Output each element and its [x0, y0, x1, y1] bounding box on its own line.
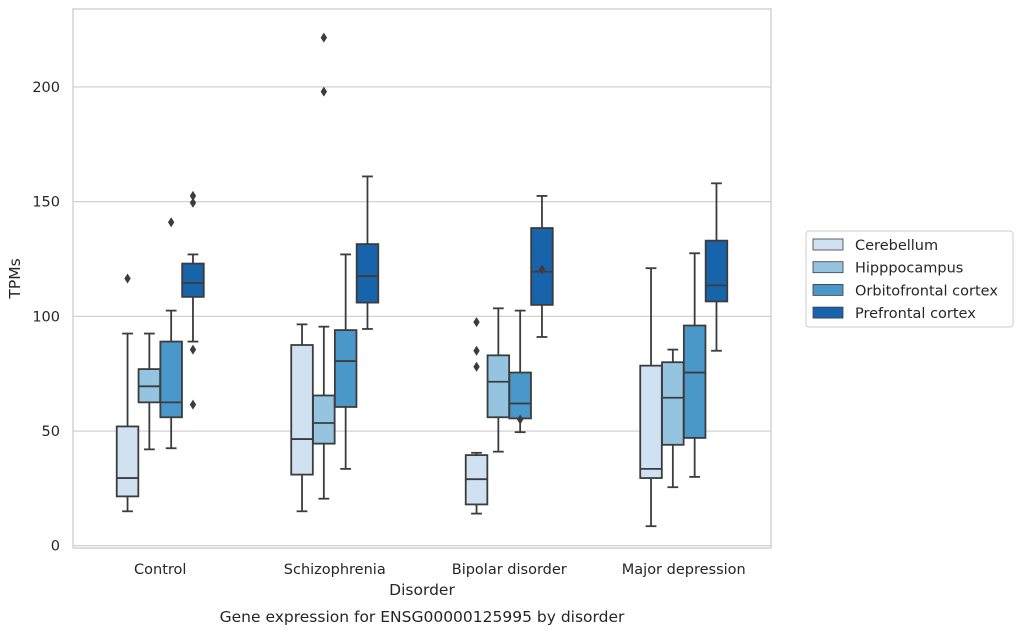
x-tick-label: Bipolar disorder [452, 562, 567, 578]
legend-swatch [812, 283, 844, 296]
outlier-point [124, 273, 131, 284]
legend-swatch [812, 238, 844, 251]
chart-caption: Gene expression for ENSG00000125995 by d… [220, 608, 625, 626]
outlier-point [473, 361, 480, 372]
box-2-0 [464, 317, 489, 515]
box-iqr [355, 243, 380, 304]
box-iqr [290, 344, 314, 476]
legend-label: Orbitofrontal cortex [855, 283, 998, 299]
x-tick-label: Schizophrenia [284, 562, 386, 578]
outlier-point [473, 345, 480, 356]
outlier-point [538, 264, 546, 275]
box-0-0 [115, 273, 140, 513]
y-tick-label: 100 [32, 309, 60, 325]
box-1-1 [312, 32, 336, 500]
boxes-layer [115, 32, 729, 528]
box-iqr [639, 364, 663, 479]
box-0-2 [159, 217, 183, 450]
box-iqr [181, 262, 205, 298]
box-iqr [508, 371, 532, 420]
box-iqr [486, 354, 511, 419]
x-axis-label: Disorder [389, 581, 455, 599]
box-3-1 [661, 348, 685, 489]
box-1-3 [355, 175, 380, 330]
box-iqr [115, 425, 140, 498]
outlier-point [189, 197, 197, 208]
y-tick-label: 0 [51, 539, 60, 555]
y-tick-labels: 0 50 100 150 200 [32, 80, 60, 555]
outlier-point [516, 414, 524, 425]
y-tick-label: 150 [32, 195, 60, 211]
box-iqr [661, 361, 685, 446]
x-tick-labels: Control Schizophrenia Bipolar disorder Majo… [134, 562, 746, 578]
legend-label: Hipppocampus [855, 261, 963, 277]
box-1-2 [333, 253, 358, 470]
outlier-point [473, 317, 480, 328]
legend-label: Prefrontal cortex [855, 306, 976, 322]
outlier-point [320, 86, 328, 97]
outlier-point [189, 399, 197, 410]
y-tick-label: 200 [32, 80, 60, 96]
outlier-point [167, 217, 175, 228]
box-3-0 [639, 267, 663, 528]
box-iqr [312, 394, 336, 445]
legend-swatch [812, 306, 844, 319]
outlier-point [320, 32, 328, 43]
legend-frame [805, 230, 1014, 328]
x-tick-label: Control [134, 562, 186, 578]
legend-swatch [812, 261, 844, 274]
y-axis-label: TPMs [6, 258, 24, 299]
box-3-2 [682, 252, 707, 478]
outlier-point [189, 190, 197, 201]
box-2-1 [486, 307, 511, 453]
box-1-0 [290, 323, 314, 513]
gridlines [73, 86, 771, 547]
box-iqr [333, 329, 358, 408]
y-tick-label: 50 [42, 424, 60, 440]
x-tick-label: Major depression [622, 562, 746, 578]
legend: Cerebellum Hipppocampus Orbitofrontal cort… [805, 230, 1014, 328]
box-2-2 [508, 309, 532, 434]
legend-label: Cerebellum [855, 238, 938, 254]
box-iqr [159, 340, 183, 419]
plot-frame [72, 8, 772, 549]
box-3-3 [704, 182, 729, 352]
box-iqr [682, 324, 707, 439]
box-2-3 [530, 195, 554, 338]
outlier-point [189, 344, 197, 355]
box-0-1 [137, 332, 162, 451]
box-0-3 [181, 190, 205, 410]
box-iqr [704, 239, 729, 303]
